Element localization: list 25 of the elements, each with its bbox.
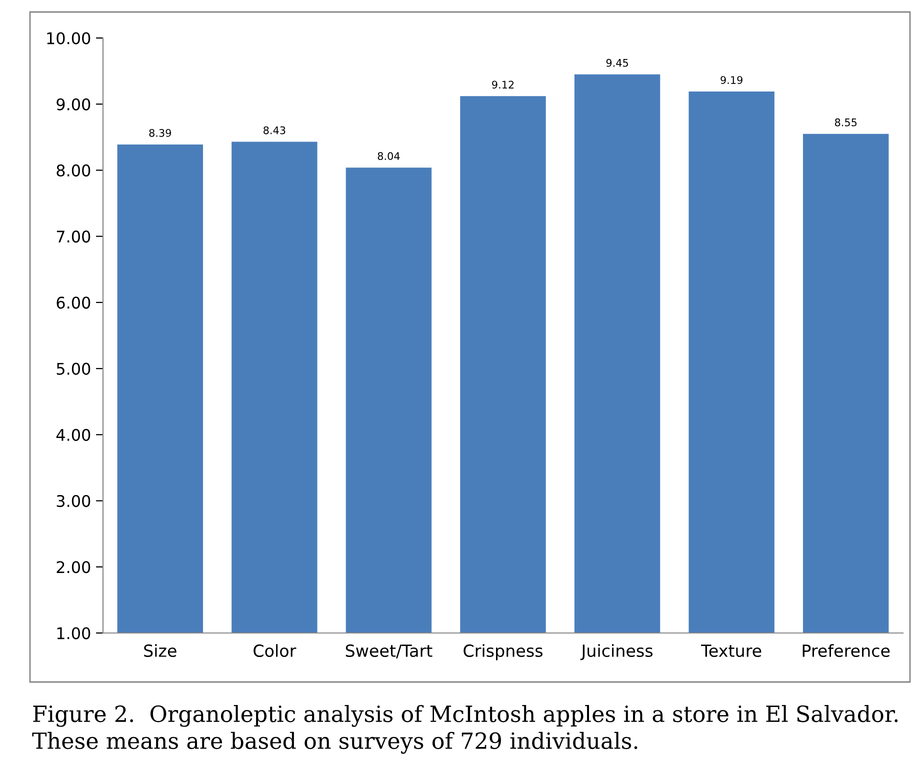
caption: Figure 2. Organoleptic analysis of McIntosh apples in a store in El Salvador. These means are based on surveys of 729 individuals. — [32, 705, 898, 754]
x-tick-label: Crispness — [464, 644, 542, 660]
y-tick-label: 3.00 — [56, 494, 90, 508]
x-tick-label: Sweet/Tart — [346, 644, 432, 658]
data-label: 9.12 — [492, 80, 514, 89]
x-tick-label: Juiciness — [580, 644, 653, 660]
x-tick-label: Color — [254, 644, 296, 658]
y-tick-label: 1.00 — [57, 627, 90, 640]
data-label: 9.19 — [720, 76, 742, 84]
data-label: 8.04 — [378, 152, 400, 160]
y-tick-label: 7.00 — [56, 230, 90, 243]
x-tick-label: Texture — [701, 644, 762, 658]
x-tick-label: Preference — [802, 644, 890, 658]
y-tick-label: 9.00 — [56, 98, 90, 110]
y-tick-label: 10.00 — [47, 32, 90, 44]
x-tick-label: Size — [144, 644, 176, 658]
data-label: 9.45 — [606, 58, 628, 67]
y-tick-label: 5.00 — [56, 362, 90, 375]
data-label: 8.55 — [834, 118, 857, 126]
y-tick-label: 6.00 — [56, 296, 90, 309]
y-tick-label: 8.00 — [56, 164, 90, 177]
y-tick-label: 2.00 — [56, 561, 90, 574]
data-label: 8.43 — [264, 126, 286, 134]
y-tick-label: 4.00 — [56, 428, 90, 441]
data-label: 8.39 — [149, 128, 172, 137]
